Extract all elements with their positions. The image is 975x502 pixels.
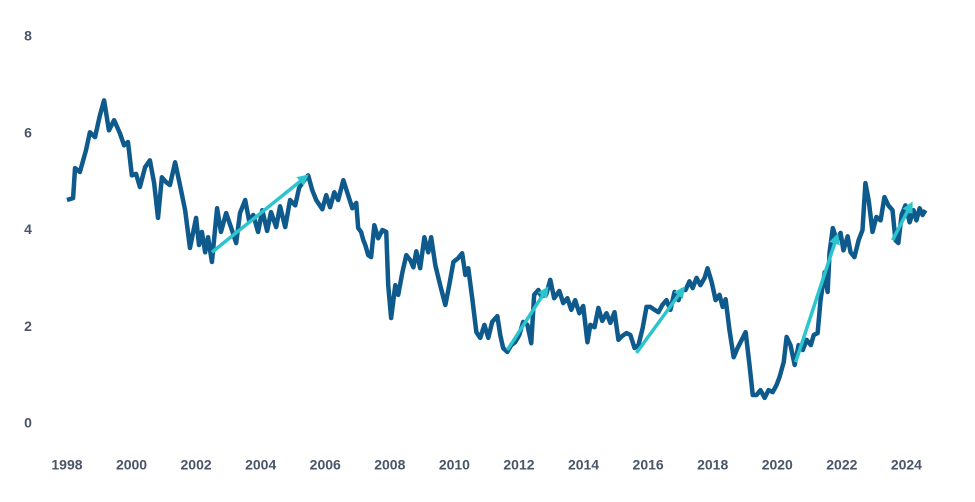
x-tick-label: 2020 bbox=[762, 457, 793, 473]
y-tick-label: 0 bbox=[24, 415, 32, 431]
x-tick-label: 2014 bbox=[568, 457, 599, 473]
y-tick-label: 6 bbox=[24, 124, 32, 140]
x-tick-label: 2002 bbox=[181, 457, 212, 473]
series-line bbox=[66, 98, 928, 401]
trend-arrow bbox=[210, 174, 309, 254]
y-tick-label: 8 bbox=[24, 28, 32, 44]
y-tick-label: 4 bbox=[24, 221, 32, 237]
trend-arrow bbox=[890, 201, 913, 241]
x-tick-label: 2016 bbox=[633, 457, 664, 473]
x-tick-label: 2008 bbox=[374, 457, 405, 473]
x-tick-label: 2006 bbox=[310, 457, 341, 473]
x-tick-label: 2018 bbox=[697, 457, 728, 473]
y-tick-label: 2 bbox=[24, 318, 32, 334]
trend-arrow bbox=[635, 286, 685, 354]
trend-arrow bbox=[794, 233, 840, 363]
x-tick-label: 1998 bbox=[51, 457, 82, 473]
x-tick-label: 2010 bbox=[439, 457, 470, 473]
trend-arrow bbox=[505, 286, 549, 351]
x-tick-label: 2004 bbox=[245, 457, 276, 473]
x-tick-label: 2024 bbox=[891, 457, 922, 473]
x-tick-label: 2000 bbox=[116, 457, 147, 473]
x-tick-label: 2022 bbox=[826, 457, 857, 473]
x-tick-label: 2012 bbox=[503, 457, 534, 473]
